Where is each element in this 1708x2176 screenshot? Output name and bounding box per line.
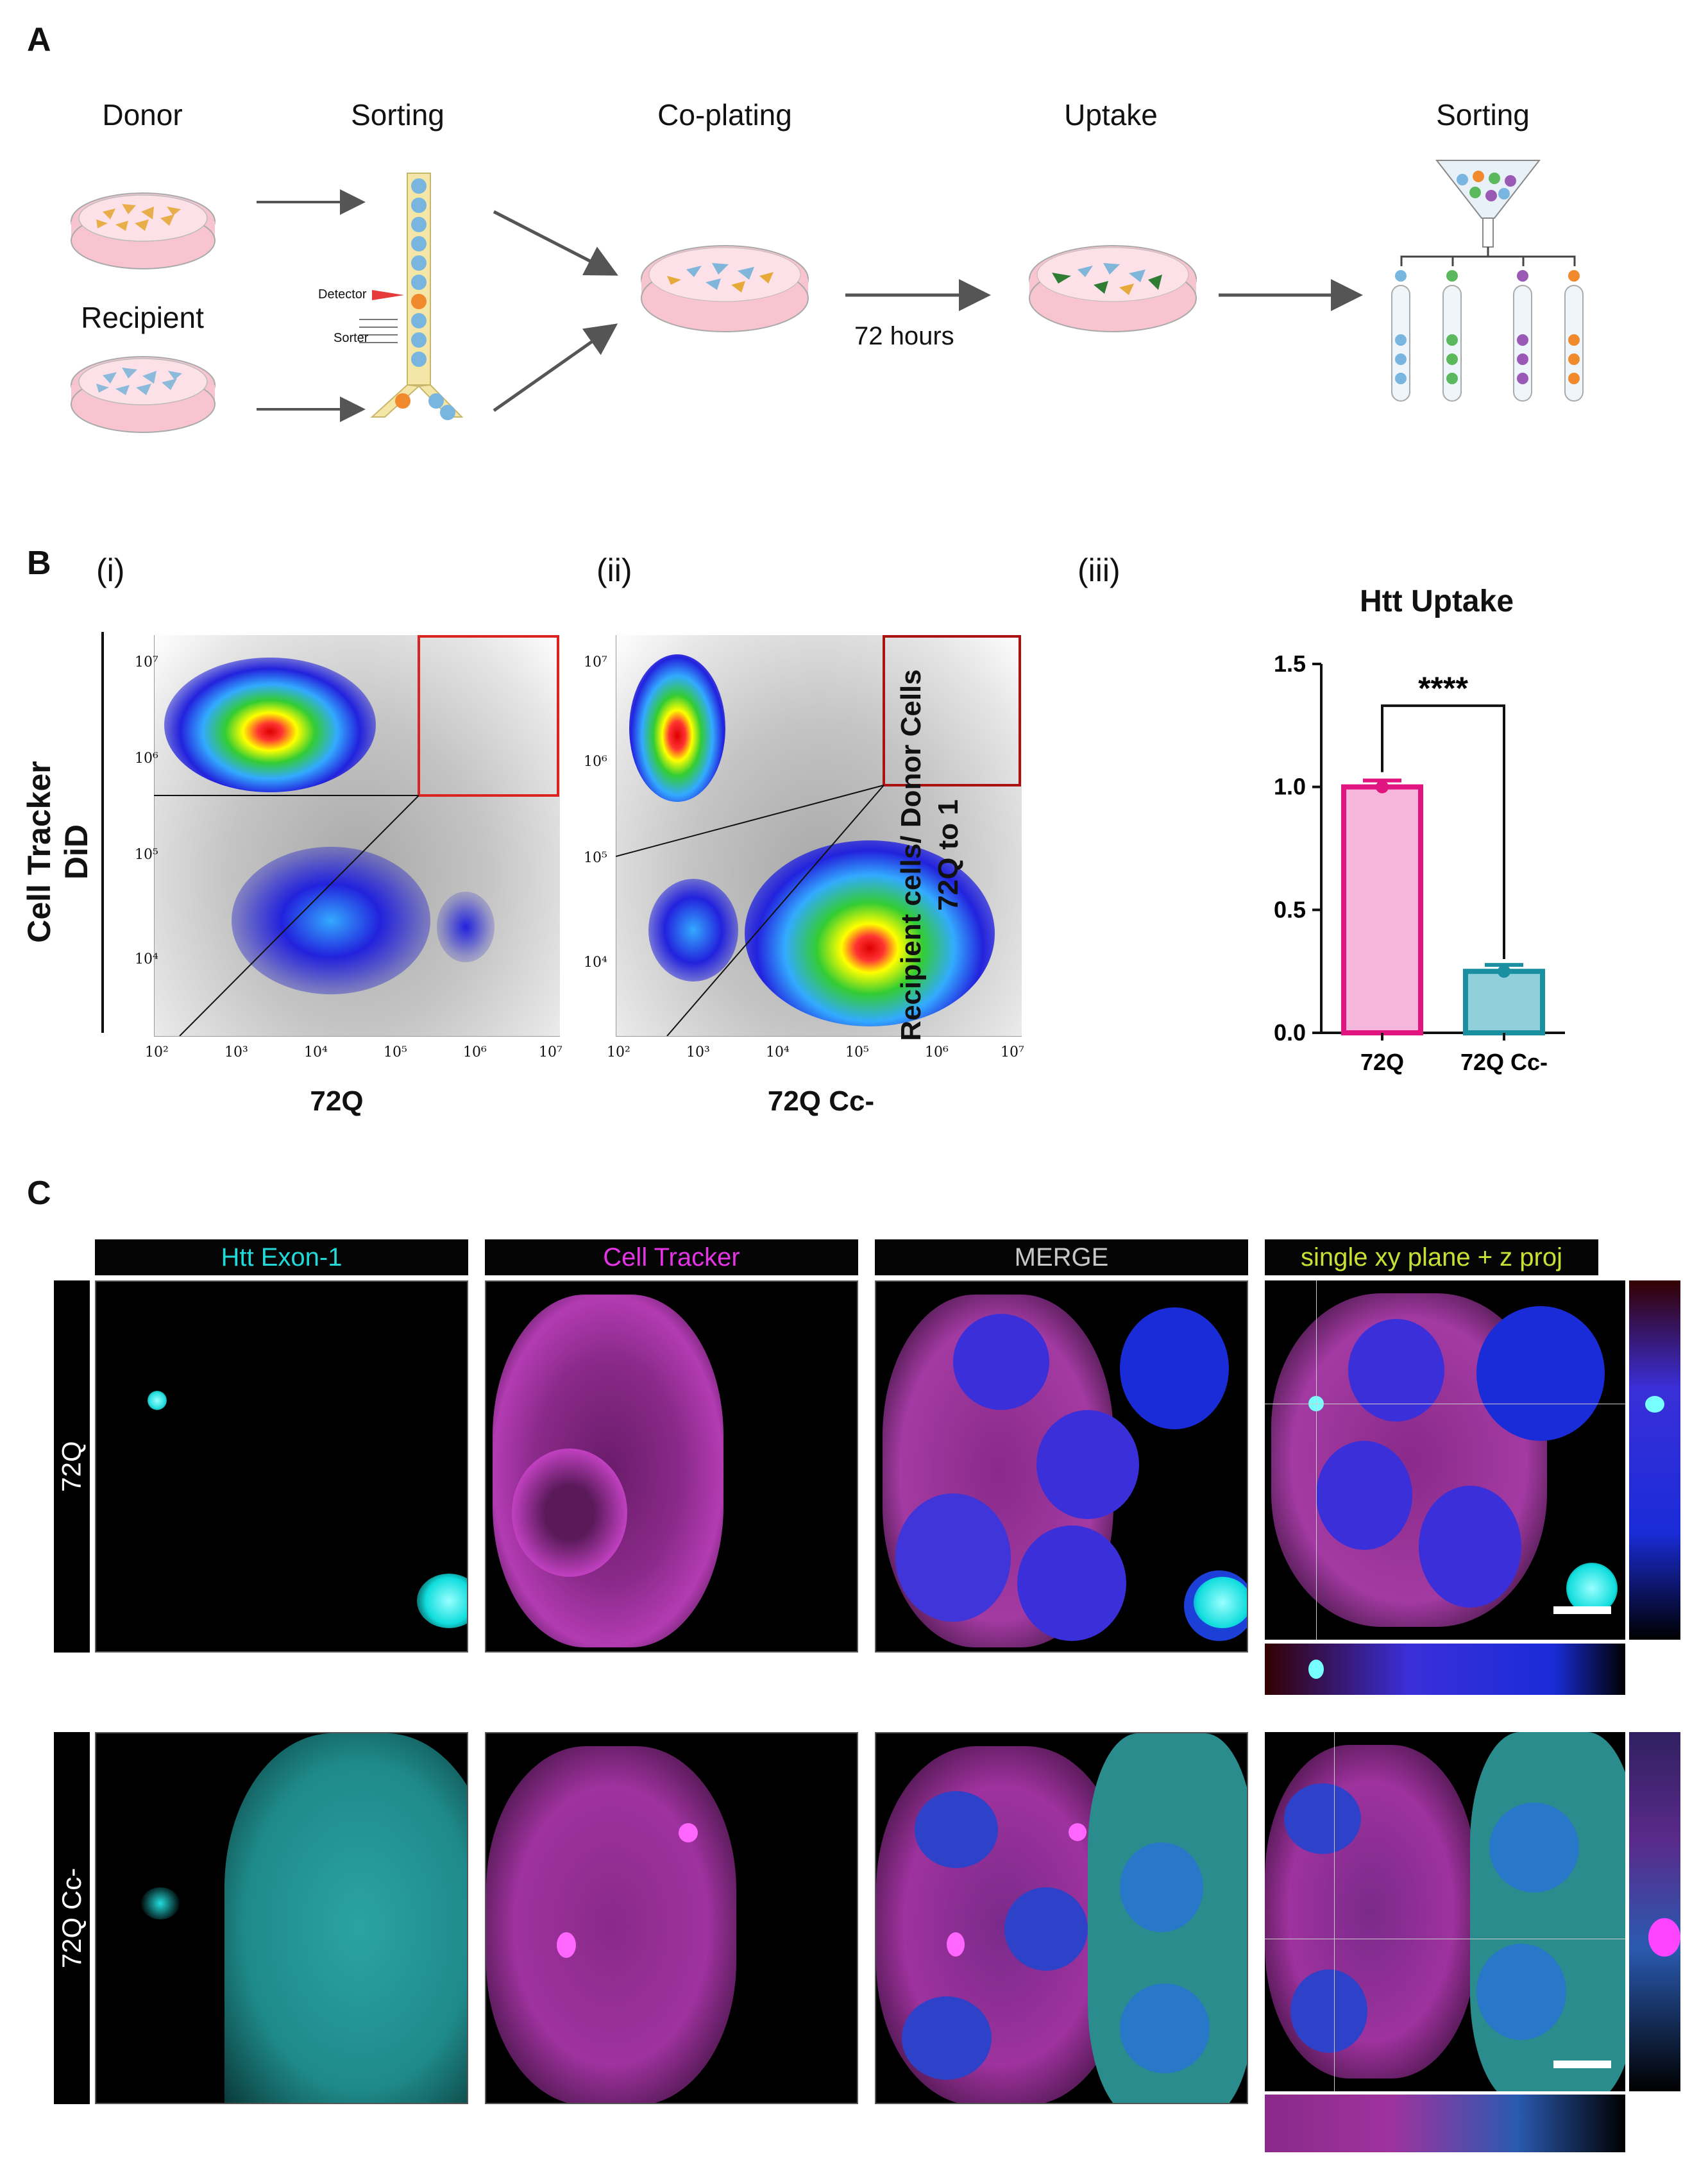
uptake-dish-icon [1029,245,1197,332]
panel-c-letter: C [27,1175,51,1212]
scale-bar-2 [1553,2061,1611,2068]
time-label: 72 hours [854,322,954,350]
flow-y-bar [101,632,104,1033]
x-tick-label: 72Q Cc- [1460,1049,1548,1075]
flow-plot-ii [616,635,1022,1037]
image-72qcc-celltracker [485,1732,858,2104]
y-tick-label: 0.0 [1274,1019,1306,1046]
donor-dish-icon [71,192,216,269]
image-72qcc-xy-plane [1265,1732,1625,2091]
uptake-label: Uptake [1064,98,1158,132]
flow-i-ytick-1e7: 10⁷ [135,654,158,670]
flow-plot-i [154,635,560,1037]
sorting-label-1: Sorting [351,98,444,132]
image-72q-z-projection-side [1629,1280,1680,1640]
row-label-72q-cc: 72Q Cc- [54,1732,90,2104]
sorting-tubes-icon [1391,160,1584,402]
flow-ii-xlabel: 72Q Cc- [767,1085,875,1117]
subpanel-i-label: (i) [96,552,125,588]
data-point-2 [1498,965,1510,978]
flow-i-ytick-1e5: 10⁵ [135,847,158,863]
flow-i-xtick-1e6: 10⁶ [463,1044,487,1060]
recipient-dish-icon [71,356,216,433]
y-tick-label: 1.5 [1274,650,1306,677]
chart-y-label-line-2: 72Q to 1 [933,799,964,911]
x-tick-label: 72Q [1360,1049,1404,1075]
flow-ii-ytick-1e5: 10⁵ [584,850,607,866]
sorter-icon [359,173,464,420]
flow-i-ytick-1e6: 10⁶ [135,751,158,767]
flow-i-ytick-1e4: 10⁴ [135,951,158,967]
image-72q-z-projection-bottom [1265,1644,1625,1695]
coplating-dish-icon [641,245,809,332]
flow-i-xlabel: 72Q [310,1085,364,1117]
y-tick-label: 0.5 [1274,896,1306,922]
detector-label: Detector [318,287,367,302]
image-72q-xy-plane [1265,1280,1625,1640]
flow-ii-xtick-1e4: 10⁴ [766,1044,790,1060]
image-72qcc-merge [875,1732,1248,2104]
workflow-diagram [71,160,1584,433]
flow-ii-ytick-1e7: 10⁷ [584,654,607,670]
bar-1 [1341,784,1423,1036]
row-label-72q: 72Q [54,1280,90,1653]
image-72q-merge [875,1280,1248,1653]
header-htt-exon1: Htt Exon-1 [95,1239,468,1275]
flow-gates-i [154,635,559,1036]
significance-bracket [1381,704,1505,959]
donor-label: Donor [102,98,183,132]
data-point-1 [1376,780,1389,794]
panel-b-letter: B [27,545,51,582]
header-merge: MERGE [875,1239,1248,1275]
flow-ii-ytick-1e6: 10⁶ [584,754,607,770]
flow-gates-ii [616,635,1021,1036]
flow-ii-xtick-1e5: 10⁵ [845,1044,869,1060]
significance-stars: **** [1418,670,1468,706]
coplating-label: Co-plating [657,98,792,132]
bar-chart-svg: 0.0 0.5 1.0 1.5 72Q 72Q Cc- **** [1274,650,1565,1075]
flow-ii-ytick-1e4: 10⁴ [584,955,607,971]
subpanel-ii-label: (ii) [596,552,632,588]
sorting-label-2: Sorting [1436,98,1530,132]
image-72qcc-z-projection-bottom [1265,2095,1625,2152]
subpanel-iii-label: (iii) [1078,552,1120,588]
chart-title: Htt Uptake [1359,584,1514,618]
chart-y-label: Recipient cells/ Donor Cells 72Q to 1 [893,560,967,1150]
header-single-xy-plane: single xy plane + z proj [1265,1239,1598,1275]
flow-i-xtick-1e2: 10² [145,1044,169,1060]
header-cell-tracker: Cell Tracker [485,1239,858,1275]
flow-y-label: Cell Tracker DiD [21,761,94,943]
flow-ii-xtick-1e3: 10³ [686,1044,710,1060]
scale-bar-1 [1553,1606,1611,1614]
y-tick-label: 1.0 [1274,774,1306,800]
panel-a-letter: A [27,21,51,58]
sorter-label: Sorter [334,331,369,345]
flow-i-xtick-1e7: 10⁷ [539,1044,562,1060]
recipient-label: Recipient [81,301,204,334]
bar-2 [1463,969,1545,1036]
image-72qcc-z-projection-side [1629,1732,1680,2091]
image-72q-htt [95,1280,468,1653]
row-label-72q-cc-text: 72Q Cc- [56,1867,87,1969]
row-label-72q-text: 72Q [56,1441,87,1492]
image-72qcc-htt [95,1732,468,2104]
image-72q-celltracker [485,1280,858,1653]
flow-ii-xtick-1e2: 10² [607,1044,630,1060]
flow-ii-xtick-1e6: 10⁶ [925,1044,949,1060]
flow-i-xtick-1e3: 10³ [224,1044,248,1060]
flow-i-xtick-1e4: 10⁴ [304,1044,328,1060]
chart-y-label-line-1: Recipient cells/ Donor Cells [895,669,927,1041]
flow-i-xtick-1e5: 10⁵ [384,1044,407,1060]
flow-ii-xtick-1e7: 10⁷ [1001,1044,1024,1060]
